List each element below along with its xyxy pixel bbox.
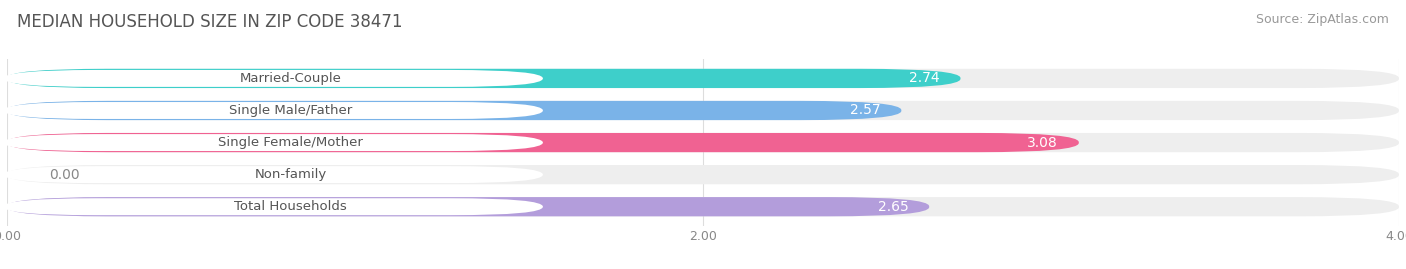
Text: 2.65: 2.65 — [877, 200, 908, 214]
FancyBboxPatch shape — [7, 197, 1399, 216]
Text: 0.00: 0.00 — [49, 168, 79, 182]
FancyBboxPatch shape — [7, 165, 1399, 184]
Text: 2.57: 2.57 — [849, 104, 880, 118]
Text: Source: ZipAtlas.com: Source: ZipAtlas.com — [1256, 13, 1389, 26]
FancyBboxPatch shape — [7, 197, 929, 216]
FancyBboxPatch shape — [4, 70, 543, 87]
Text: 3.08: 3.08 — [1028, 136, 1057, 150]
FancyBboxPatch shape — [4, 102, 543, 119]
FancyBboxPatch shape — [7, 101, 901, 120]
Text: Total Households: Total Households — [235, 200, 347, 213]
Text: Single Male/Father: Single Male/Father — [229, 104, 353, 117]
Text: MEDIAN HOUSEHOLD SIZE IN ZIP CODE 38471: MEDIAN HOUSEHOLD SIZE IN ZIP CODE 38471 — [17, 13, 402, 31]
FancyBboxPatch shape — [7, 69, 1399, 88]
FancyBboxPatch shape — [7, 101, 1399, 120]
FancyBboxPatch shape — [4, 166, 543, 183]
Text: Single Female/Mother: Single Female/Mother — [218, 136, 363, 149]
Text: Married-Couple: Married-Couple — [239, 72, 342, 85]
FancyBboxPatch shape — [7, 133, 1078, 152]
FancyBboxPatch shape — [7, 133, 1399, 152]
Text: 2.74: 2.74 — [910, 72, 939, 86]
FancyBboxPatch shape — [7, 69, 960, 88]
Text: Non-family: Non-family — [254, 168, 326, 181]
FancyBboxPatch shape — [4, 198, 543, 215]
FancyBboxPatch shape — [4, 134, 543, 151]
